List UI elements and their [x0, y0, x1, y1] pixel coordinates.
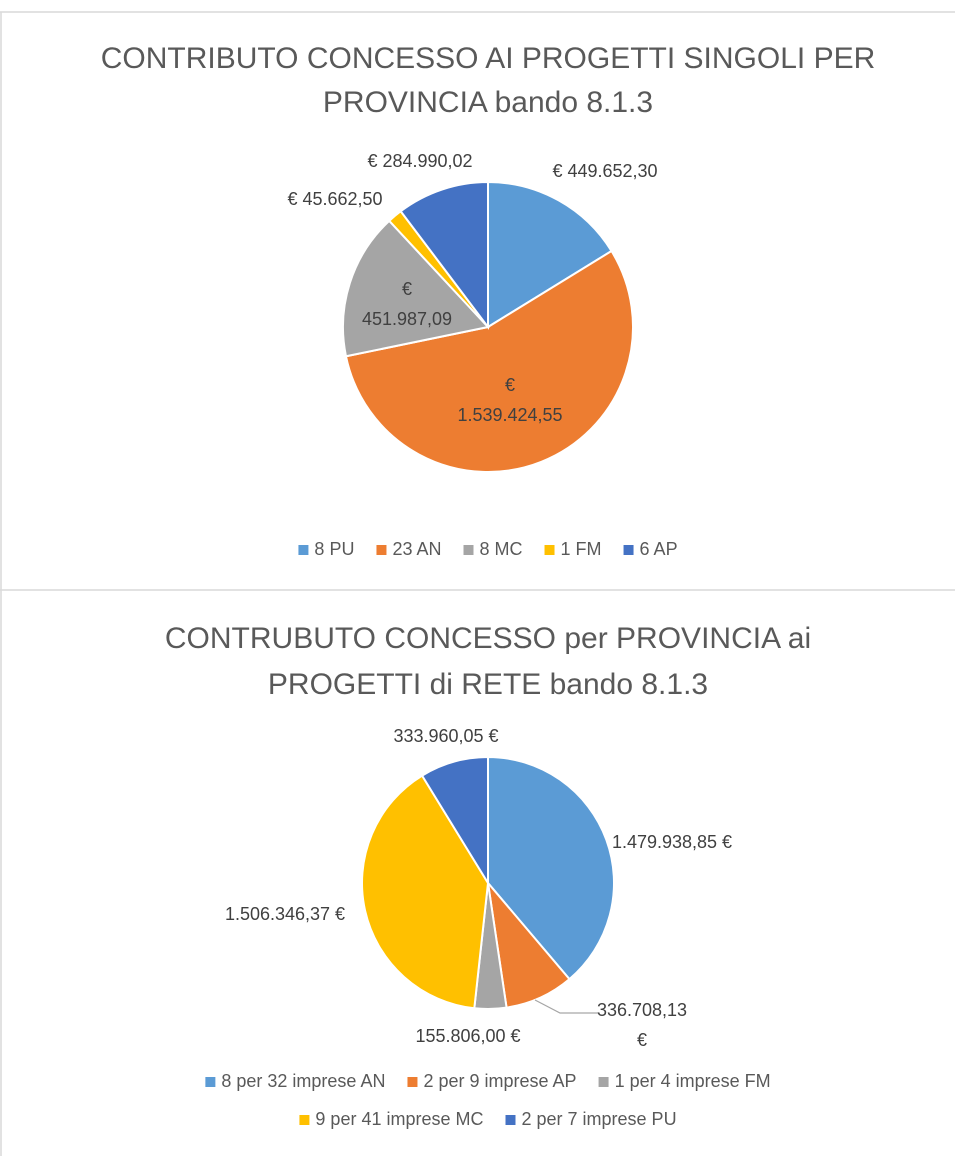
- legend-swatch: [505, 1115, 516, 1125]
- chart-title: CONTRUBUTO CONCESSO per PROVINCIA ai PROG…: [165, 622, 811, 701]
- data-label: €451.987,09: [362, 279, 452, 329]
- legend-label: 23 AN: [392, 539, 441, 559]
- data-label: 333.960,05 €: [393, 726, 498, 746]
- pie-slice: [342, 219, 490, 358]
- legend-swatch: [376, 545, 387, 555]
- legend-label: 6 AP: [640, 539, 678, 559]
- data-label: € 284.990,02: [367, 151, 472, 171]
- pie-slice: [361, 774, 490, 1010]
- data-label: € 449.652,30: [552, 161, 657, 181]
- legend-swatch: [623, 545, 634, 555]
- data-label: € 45.662,50: [287, 189, 382, 209]
- legend-label: 1 per 4 imprese FM: [615, 1071, 771, 1091]
- legend-label: 8 PU: [314, 539, 354, 559]
- legend-label: 2 per 7 imprese PU: [522, 1109, 677, 1129]
- legend-swatch: [407, 1077, 418, 1087]
- legend-swatch: [298, 545, 309, 555]
- legend-swatch: [544, 545, 555, 555]
- legend-label: 8 MC: [480, 539, 523, 559]
- legend-swatch: [598, 1077, 609, 1087]
- legend-row: 8 PU 23 AN 8 MC 1 FM 6 AP: [298, 539, 678, 559]
- pie-slice: [487, 180, 613, 329]
- legend-swatch: [299, 1115, 310, 1125]
- data-label: 1.479.938,85 €: [612, 832, 732, 852]
- pie-slice: [487, 755, 615, 981]
- legend-label: 2 per 9 imprese AP: [423, 1071, 576, 1091]
- legend-row: 8 per 32 imprese AN 2 per 9 imprese AP 1 p…: [205, 1071, 771, 1091]
- pie-slice: [344, 249, 634, 473]
- legend-label: 1 FM: [561, 539, 602, 559]
- data-label: €1.539.424,55: [457, 375, 562, 425]
- data-label: 1.506.346,37 €: [225, 904, 345, 924]
- legend-label: 8 per 32 imprese AN: [221, 1071, 385, 1091]
- chart-title: CONTRIBUTO CONCESSO AI PROGETTI SINGOLI …: [101, 42, 876, 119]
- data-label: 155.806,00 €: [415, 1026, 520, 1046]
- legend-swatch: [205, 1077, 216, 1087]
- legend-row: 9 per 41 imprese MC 2 per 7 imprese PU: [299, 1109, 677, 1129]
- leader-line: [534, 999, 598, 1014]
- pie-slice: [420, 755, 489, 887]
- pie-slice: [399, 180, 489, 330]
- legend-swatch: [463, 545, 474, 555]
- legend-label: 9 per 41 imprese MC: [315, 1109, 483, 1129]
- data-label: 336.708,13 €: [597, 1000, 687, 1050]
